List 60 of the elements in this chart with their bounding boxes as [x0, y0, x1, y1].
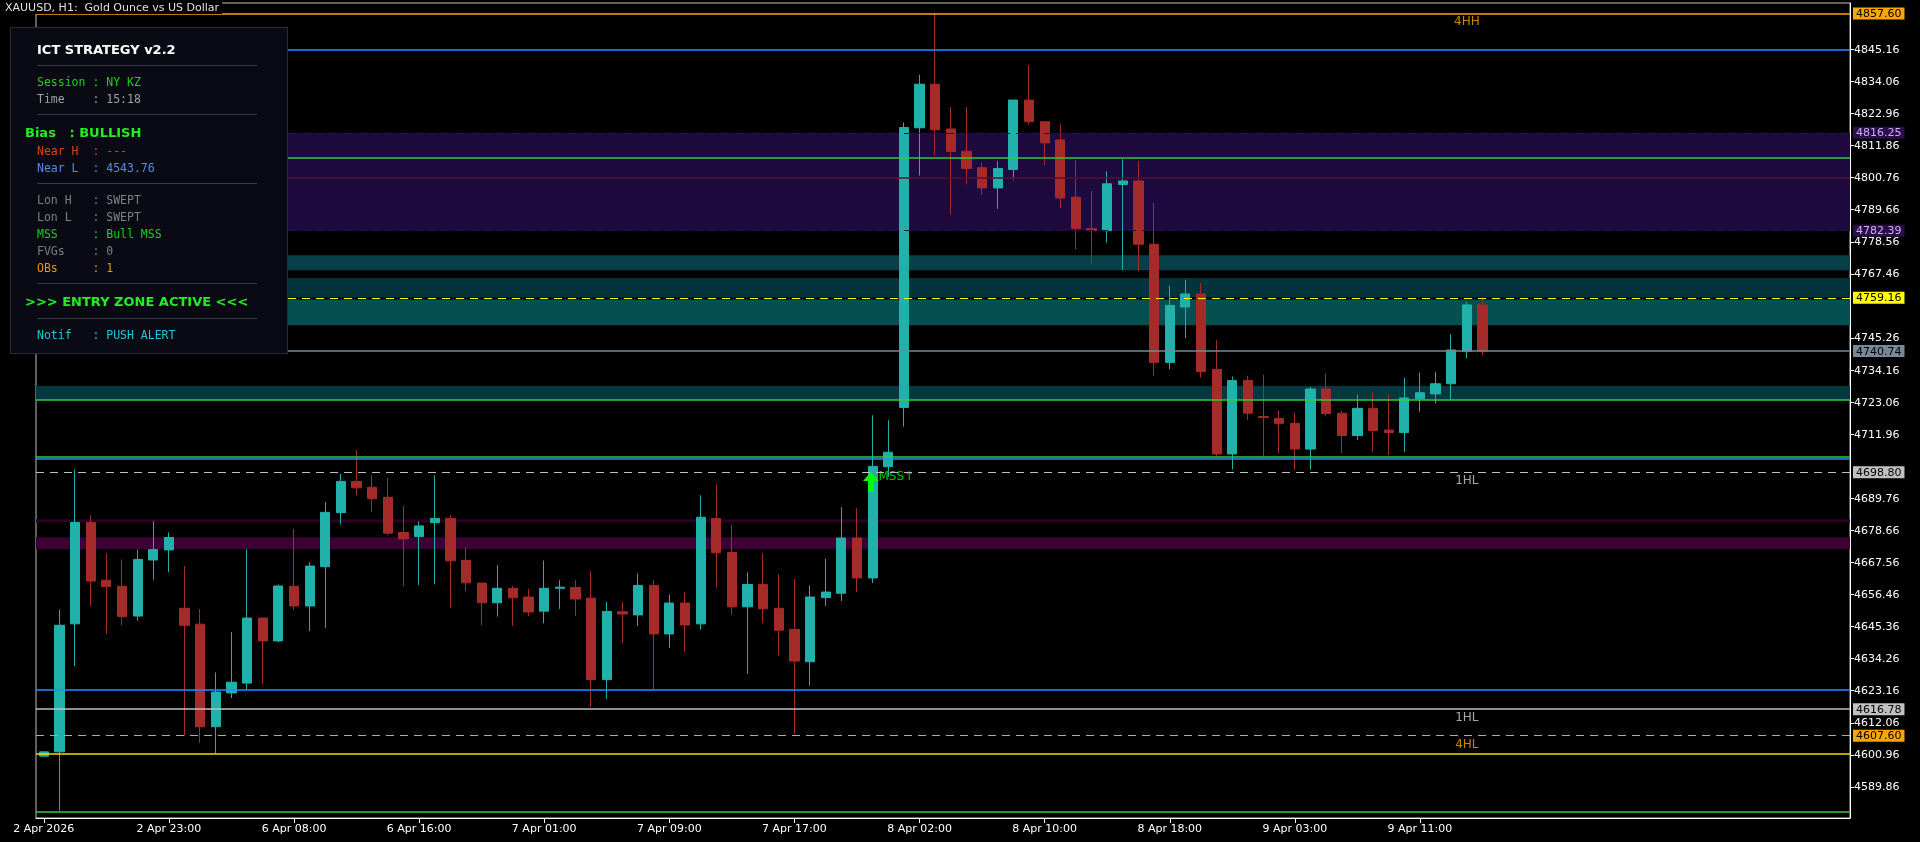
y-tick-label: 4734.16 [1854, 363, 1900, 377]
ref-line-label: 4857.60 [1856, 6, 1902, 20]
annotation: Lon H : SWEPT [37, 192, 142, 209]
annotation: FVGs : 0 [37, 243, 115, 260]
x-tick-label: 2 Apr 23:00 [136, 822, 202, 835]
x-tick-label: 8 Apr 10:00 [1012, 822, 1078, 835]
y-tick-label: 4778.56 [1854, 235, 1900, 249]
y-tick-label: 4800.76 [1854, 171, 1900, 185]
annotation: Time : 15:18 [37, 91, 142, 108]
annotation: Lon L : SWEPT [37, 209, 142, 226]
annotation: Near L : 4543.76 [37, 160, 156, 177]
y-tick-label: 4600.96 [1854, 748, 1900, 762]
x-tick-label: 7 Apr 01:00 [511, 822, 577, 835]
y-tick-label: 4789.66 [1854, 203, 1900, 217]
x-tick-label: 7 Apr 17:00 [762, 822, 827, 835]
annotation: OBs : 1 [37, 260, 115, 277]
y-tick-label: 4667.56 [1854, 555, 1900, 569]
y-tick-label: 4689.76 [1854, 491, 1900, 505]
ref-line-label: 4816.25 [1856, 126, 1902, 140]
y-tick-label: 4834.06 [1854, 74, 1900, 88]
annotation: >>> ENTRY ZONE ACTIVE <<< [25, 293, 250, 311]
annotation: 1HL [1455, 710, 1479, 725]
annotation: Bias : BULLISH [25, 124, 143, 142]
x-tick-label: 8 Apr 02:00 [887, 822, 952, 835]
ref-line-label: 4607.60 [1856, 729, 1902, 743]
annotation: 4HL [1455, 736, 1479, 751]
y-tick-label: 4678.66 [1854, 523, 1900, 537]
y-tick-label: 4811.86 [1854, 139, 1900, 153]
annotation: Near H : --- [37, 143, 128, 160]
ref-line-label: 4782.39 [1856, 224, 1902, 238]
y-tick-label: 4822.96 [1854, 106, 1900, 120]
y-tick-label: 4745.26 [1854, 331, 1900, 345]
annotation: Session : NY KZ [37, 74, 142, 91]
y-tick-label: 4612.06 [1854, 716, 1900, 730]
y-tick-label: 4723.06 [1854, 395, 1900, 409]
chart-title: XAUUSD, H1: Gold Ounce vs US Dollar [5, 1, 220, 14]
annotation: Notif : PUSH ALERT [37, 327, 177, 344]
annotation: 4HH [1454, 14, 1480, 29]
x-tick-label: 6 Apr 16:00 [386, 822, 452, 835]
annotation: MSS : Bull MSS [37, 226, 163, 243]
x-tick-label: 6 Apr 08:00 [261, 822, 327, 835]
y-tick-label: 4623.16 [1854, 684, 1900, 698]
y-tick-label: 4634.26 [1854, 652, 1900, 666]
text: ICT STRATEGY v2.2 [37, 42, 177, 57]
y-tick-label: 4711.96 [1854, 427, 1900, 441]
y-tick-label: 4589.86 [1854, 780, 1900, 794]
y-tick-label: 4645.36 [1854, 620, 1900, 634]
y-tick-label: 4845.16 [1854, 42, 1900, 56]
annotation: 1HL [1455, 473, 1479, 488]
y-tick-label: 4767.46 [1854, 267, 1900, 281]
x-tick-label: 9 Apr 03:00 [1262, 822, 1328, 835]
x-tick-label: 7 Apr 09:00 [636, 822, 702, 835]
ref-line-label: 4616.78 [1856, 702, 1902, 716]
ref-line-label: 4759.16 [1856, 291, 1902, 305]
x-tick-label: 8 Apr 18:00 [1137, 822, 1203, 835]
ref-line-label: 4740.74 [1856, 344, 1902, 358]
ref-line-label: 4698.80 [1856, 465, 1902, 479]
x-tick-label: 9 Apr 11:00 [1387, 822, 1453, 835]
y-tick-label: 4656.46 [1854, 588, 1900, 601]
x-tick-label: 2 Apr 2026 [13, 822, 75, 835]
